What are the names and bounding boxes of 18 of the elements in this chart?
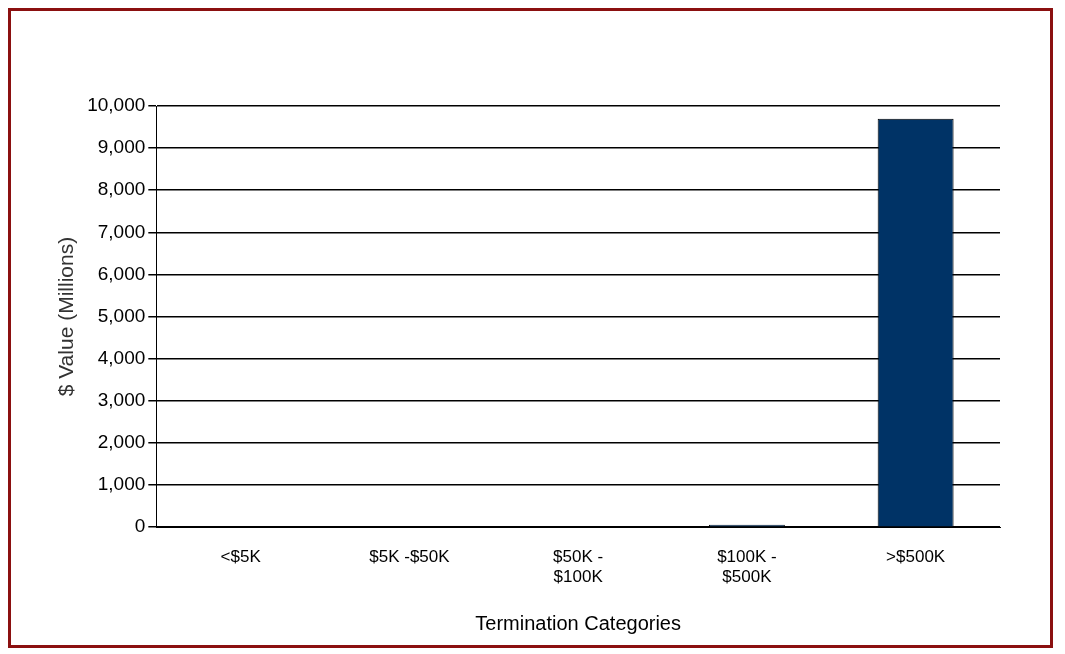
y-tick-label: 6,000 — [97, 262, 146, 284]
x-tick-label: >$500K — [886, 547, 946, 567]
y-tick-label: 4,000 — [97, 346, 146, 368]
y-tick-label: 0 — [134, 515, 146, 537]
y-tick-label: 1,000 — [97, 473, 146, 495]
x-tick-label: $100K - $500K — [717, 547, 777, 587]
y-axis-title: $ Value (Millions) — [54, 236, 78, 397]
y-tick-label: 3,000 — [97, 389, 146, 411]
y-tick-label: 9,000 — [97, 136, 146, 158]
x-axis-title: Termination Categories — [475, 611, 681, 634]
y-tick-label: 7,000 — [97, 220, 146, 242]
y-tick-label: 2,000 — [97, 431, 146, 453]
x-tick-label: $50K - $100K — [553, 547, 604, 587]
y-tick-label: 5,000 — [97, 304, 146, 326]
x-tick-label: $5K -$50K — [369, 547, 451, 567]
y-tick-label: 8,000 — [97, 178, 146, 200]
x-tick-label: <$5K — [220, 547, 262, 567]
y-tick-label: 10,000 — [87, 94, 146, 116]
